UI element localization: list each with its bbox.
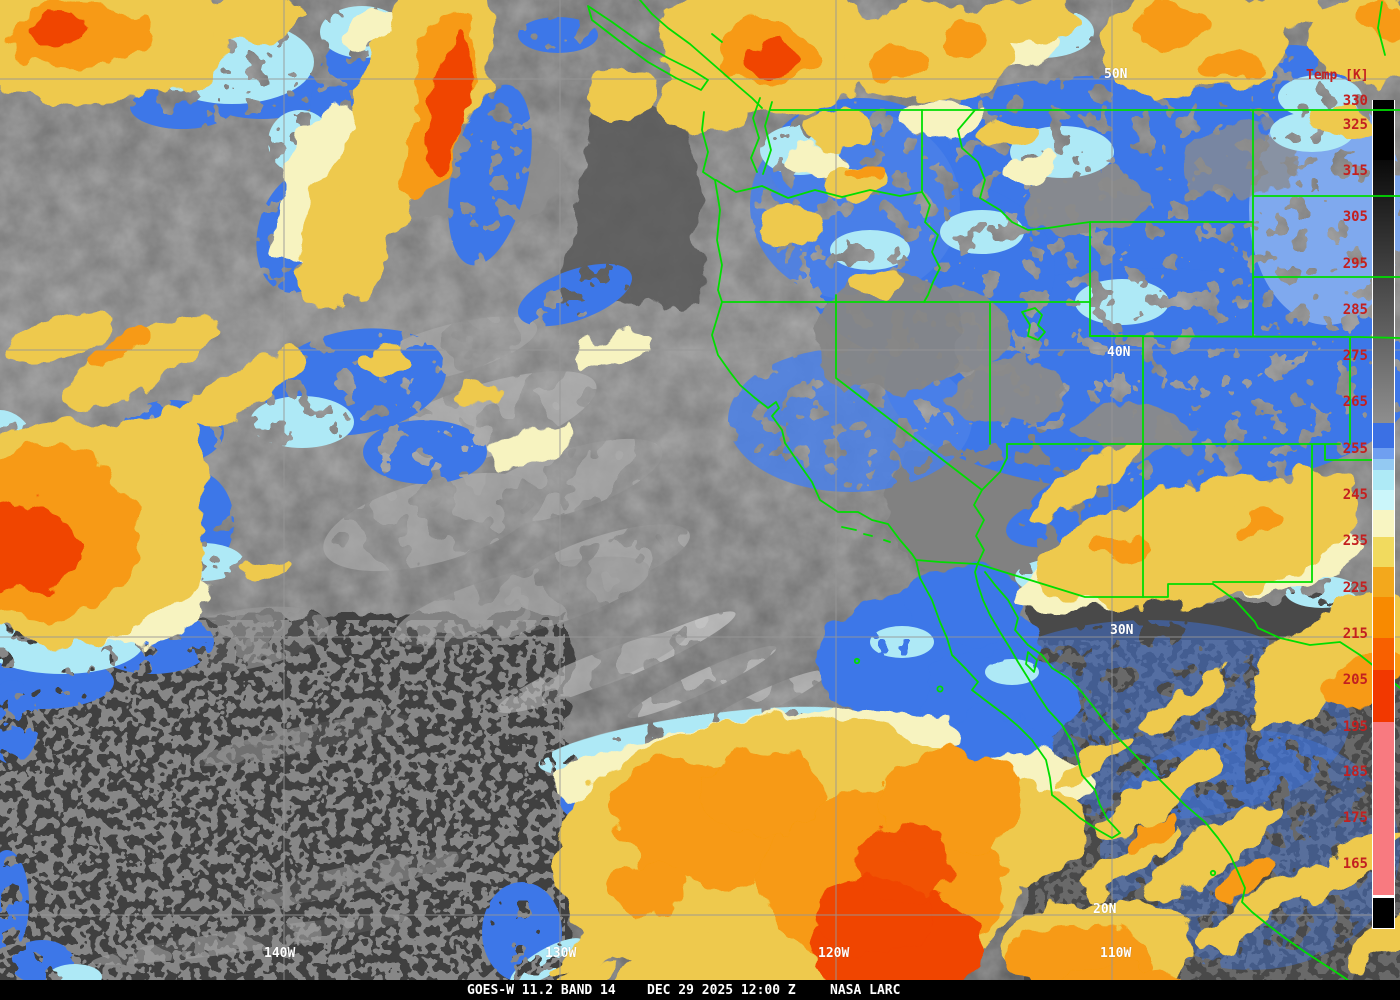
caption-bar: GOES-W 11.2 BAND 14 DEC 29 2025 12:00 Z NA… <box>0 980 1400 1000</box>
scale-title: Temp [K] <box>1306 68 1369 83</box>
temp-tick-295: 295 <box>1342 256 1368 272</box>
temp-tick-205: 205 <box>1342 672 1368 688</box>
temp-tick-305: 305 <box>1342 209 1368 225</box>
cloud-layer-grayholes <box>816 122 1298 459</box>
temp-tick-175: 175 <box>1342 810 1368 826</box>
graticule-label-30N: 30N <box>1110 623 1134 638</box>
graticule-label-40N: 40N <box>1107 345 1131 360</box>
temp-tick-330: 330 <box>1342 93 1368 109</box>
graticule-label-50N: 50N <box>1104 67 1128 82</box>
temp-tick-285: 285 <box>1342 302 1368 318</box>
graticule-label-140W: 140W <box>264 946 296 961</box>
temp-tick-255: 255 <box>1342 441 1368 457</box>
temperature-colorbar <box>1372 100 1395 929</box>
temp-tick-315: 315 <box>1342 163 1368 179</box>
caption-segment-1: DEC 29 2025 12:00 Z <box>647 983 796 998</box>
map-borders <box>587 0 1400 1000</box>
graticule-label-20N: 20N <box>1093 902 1117 917</box>
temp-tick-215: 215 <box>1342 626 1368 642</box>
temp-tick-185: 185 <box>1342 764 1368 780</box>
cloud-layer-redorange <box>0 16 980 1000</box>
graticule-label-120W: 120W <box>818 946 850 961</box>
temp-tick-235: 235 <box>1342 533 1368 549</box>
graticule-label-110W: 110W <box>1100 946 1132 961</box>
temp-tick-325: 325 <box>1342 117 1368 133</box>
caption-segment-0: GOES-W 11.2 BAND 14 <box>467 983 616 998</box>
temp-tick-165: 165 <box>1342 856 1368 872</box>
temp-tick-225: 225 <box>1342 580 1368 596</box>
temp-tick-195: 195 <box>1342 719 1368 735</box>
temp-tick-275: 275 <box>1342 348 1368 364</box>
temp-tick-265: 265 <box>1342 394 1368 410</box>
temp-tick-245: 245 <box>1342 487 1368 503</box>
graticule-label-130W: 130W <box>545 946 577 961</box>
caption-segment-2: NASA LARC <box>830 983 901 998</box>
